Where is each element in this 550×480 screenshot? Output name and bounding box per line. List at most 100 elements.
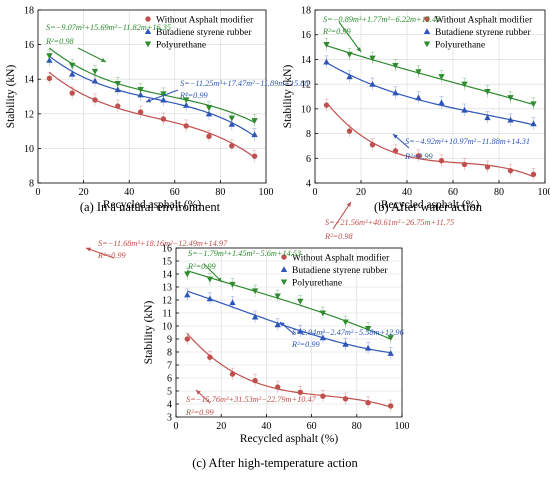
y-tick-label: 18 (301, 6, 311, 17)
fit-equation-pu: S=−1.79m³+1.45m²−5.6m+14.53 (188, 249, 301, 258)
data-point-bsr (251, 131, 258, 138)
legend-label: Butadiene styrene rubber (292, 266, 388, 276)
fit-curve-pu (49, 47, 255, 123)
chart-panel-1: 8 10 12 14 16 18 0 20 40 60 80 100 Recycled asphalt … (5, 6, 309, 261)
r-squared-without: R²=0.98 (324, 232, 354, 241)
data-point-bsr (184, 291, 191, 298)
fit-equation-without: S=−11.68m³+18.16m²−12.49m+14.97 (98, 239, 228, 248)
data-point-bsr (342, 341, 349, 347)
y-tick-label: 5 (167, 387, 172, 398)
y-tick-label: 18 (24, 6, 34, 17)
y-tick-label: 15 (162, 257, 172, 268)
legend-label: Without Asphalt modifier (292, 253, 390, 264)
legend-marker-pu (280, 279, 288, 286)
data-point-pu (387, 335, 394, 341)
data-point-bsr (507, 116, 514, 123)
annotation-arrowhead-without (86, 247, 91, 252)
data-point-without (275, 384, 281, 390)
panel-caption: (c) After high-temperature action (192, 456, 358, 470)
r-squared-pu: R²=0.99 (187, 262, 217, 271)
data-point-bsr (346, 73, 353, 80)
data-point-without (346, 128, 353, 134)
r-squared-bsr: R²=0.99 (404, 152, 434, 161)
data-point-bsr (369, 80, 376, 87)
y-tick-label: 7 (167, 361, 172, 372)
legend-label: Butadiene styrene rubber (156, 28, 252, 38)
annotation-arrowhead-without (196, 390, 201, 395)
data-point-without (323, 102, 330, 108)
data-point-bsr (251, 313, 259, 320)
legend-marker-pu (423, 41, 431, 48)
data-point-bsr (392, 89, 399, 96)
data-point-bsr (461, 106, 468, 113)
data-point-bsr (46, 56, 53, 63)
data-point-pu (251, 118, 258, 124)
fit-equation-bsr: S=−4.92m³+10.97m²−11.88m+14.31 (405, 137, 530, 146)
plot-frame (314, 9, 546, 184)
y-tick-label: 16 (24, 40, 34, 51)
y-tick-label: 12 (24, 109, 34, 120)
y-tick-label: 4 (306, 179, 311, 190)
x-tick-label: 40 (402, 187, 412, 198)
data-point-bsr (114, 86, 121, 93)
data-point-pu (274, 293, 281, 300)
panel-caption: (b) After water action (374, 200, 483, 214)
x-tick-label: 60 (307, 421, 317, 432)
fit-equation-without: S=−15.76m³+31.53m²−22.79m+10.47 (186, 395, 317, 404)
annotation-arrow-pu (77, 47, 107, 63)
y-axis-label: Stability (kN) (282, 65, 294, 129)
legend-label: Without Asphalt modifier (156, 15, 254, 26)
data-point-bsr (530, 120, 537, 127)
x-tick-label: 80 (494, 187, 504, 198)
legend-marker-without (424, 16, 430, 22)
data-point-pu (319, 310, 327, 317)
annotation-arrowhead-pu (101, 58, 106, 62)
data-point-pu (91, 68, 99, 75)
data-point-pu (342, 319, 349, 326)
data-point-bsr (438, 99, 445, 106)
data-point-bsr (297, 328, 304, 334)
x-tick-label: 60 (448, 187, 458, 198)
annotation-arrowhead-bsr (393, 134, 398, 139)
r-squared-pu: R²=0.98 (45, 37, 75, 46)
legend-marker-without (145, 16, 151, 22)
data-point-without (229, 143, 235, 149)
data-point-without (252, 377, 258, 384)
data-point-bsr (206, 295, 214, 302)
y-tick-label: 10 (301, 104, 311, 115)
fit-equation-pu: S=−9.07m³+15.69m²−11.82m+16.35 (46, 23, 171, 32)
data-point-pu (297, 298, 304, 305)
legend-label: Polyurethane (292, 279, 342, 289)
y-tick-label: 10 (24, 144, 34, 155)
x-tick-label: 80 (352, 421, 362, 432)
data-point-pu (183, 97, 190, 104)
fit-curve-bsr (326, 62, 534, 126)
data-point-pu (229, 281, 236, 288)
y-tick-label: 8 (29, 179, 34, 190)
data-point-pu (507, 95, 514, 101)
y-tick-label: 12 (301, 80, 311, 91)
x-tick-label: 60 (170, 187, 180, 198)
x-tick-label: 0 (36, 187, 41, 198)
annotation-arrow-pu (338, 21, 362, 53)
data-point-without (342, 396, 349, 402)
data-point-without (229, 371, 236, 377)
series-pu (323, 38, 537, 110)
data-point-without (438, 158, 445, 164)
data-point-without (46, 75, 53, 82)
data-point-bsr (319, 334, 327, 341)
data-point-bsr (415, 94, 422, 101)
data-point-without (507, 167, 514, 174)
data-point-pu (346, 51, 353, 58)
series-without (46, 71, 258, 163)
series-without (184, 332, 394, 412)
data-point-bsr (69, 70, 76, 77)
legend-marker-without (281, 254, 287, 260)
legend-marker-bsr (423, 28, 431, 35)
annotation-arrow-without (332, 201, 352, 230)
data-point-pu (530, 101, 537, 108)
data-point-without (92, 97, 98, 103)
y-tick-label: 13 (162, 283, 172, 294)
x-tick-label: 40 (261, 421, 271, 432)
data-point-pu (46, 53, 53, 60)
